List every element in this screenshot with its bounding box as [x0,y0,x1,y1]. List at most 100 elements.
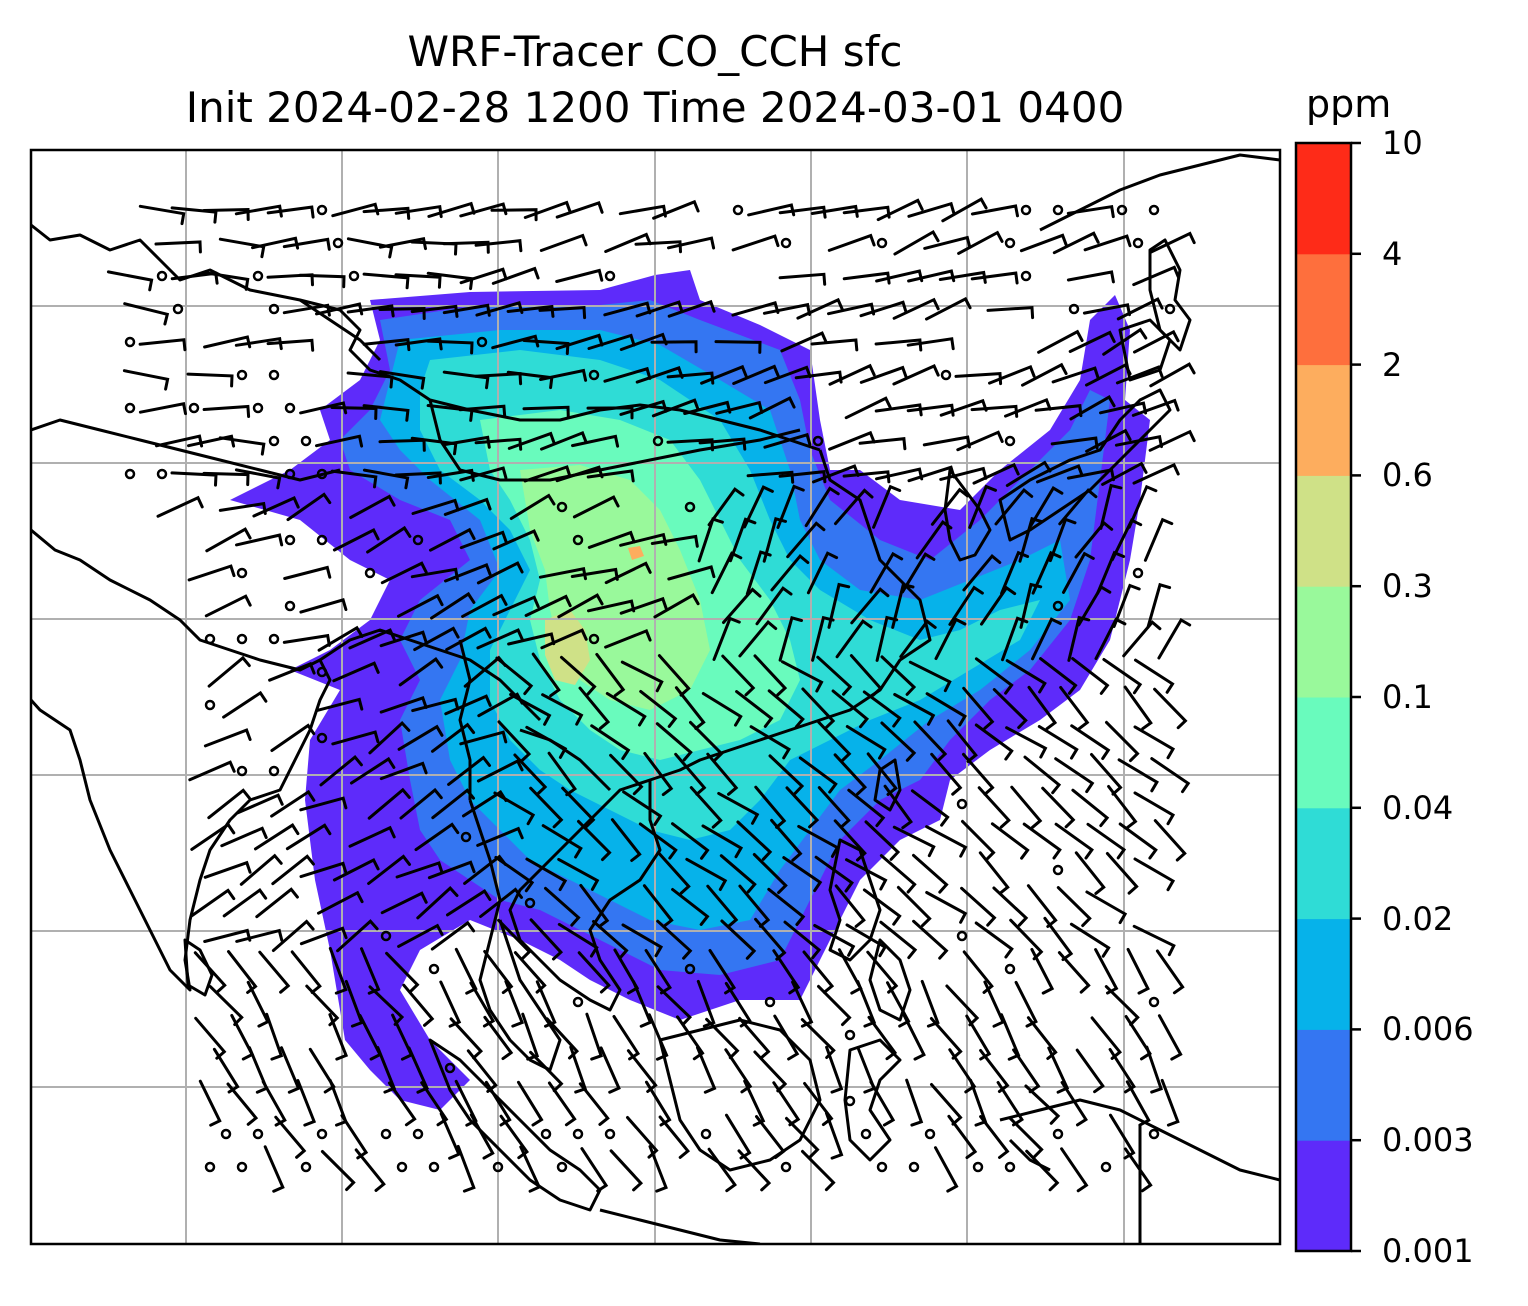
wind-barb [328,1013,349,1061]
wind-barb [925,692,967,727]
wind-barb [850,587,890,625]
wind-barb [1124,1015,1152,1061]
colorbar-segment [1296,1140,1351,1252]
wind-barb [495,656,534,696]
wind-barb [1062,551,1095,594]
wind-barb [1066,468,1115,482]
wind-barb [879,920,918,960]
wind-barb [970,271,1019,285]
wind-barb [714,340,762,354]
wind-barb [1023,755,1062,795]
wind-barb [783,920,822,960]
calm-wind-marker [300,1161,312,1173]
wind-barb [778,272,827,286]
wind-barb [394,273,442,289]
wind-barb [930,752,963,796]
wind-barb [961,819,996,862]
wind-barb [271,919,315,952]
wind-barb [939,466,988,481]
wind-barb [977,786,1011,829]
wind-barb [154,240,202,254]
calm-wind-marker [204,1161,216,1173]
wind-barb [817,720,852,763]
calm-wind-marker [300,435,312,447]
wind-barb [484,1080,512,1127]
wind-barb [246,980,270,1028]
wind-barb [762,516,787,563]
wind-barb [707,487,745,527]
wind-barb [948,585,984,626]
wind-barb [290,950,322,994]
wind-barb [203,860,252,879]
wind-barb [1127,484,1158,529]
wind-barb [1153,819,1187,862]
wind-barb [965,1014,992,1061]
wind-barb [970,204,1019,218]
wind-barb [308,1047,336,1094]
wind-barb [844,396,892,420]
wind-barb [700,364,748,385]
wind-barb [258,950,291,994]
wind-barb [755,586,793,626]
wind-barb [346,304,395,318]
calm-wind-marker [316,732,328,744]
calm-wind-marker [268,765,280,777]
wind-barb [476,758,524,783]
wind-barb [263,1145,285,1193]
wind-barb [156,495,204,518]
wind-barb [645,1080,672,1127]
colorbar-segment [1296,1029,1351,1141]
wind-barb [1066,204,1115,219]
wind-barb [529,1050,564,1093]
wind-barb [476,826,524,847]
wind-barb [619,596,668,615]
wind-barb [786,521,826,559]
wind-barb [1115,365,1164,385]
wind-barb [1060,1147,1089,1193]
wind-barb [1132,462,1180,485]
wind-barb [378,306,426,320]
wind-barb [719,854,757,894]
wind-barb [869,551,904,594]
wind-barb [235,928,284,943]
wind-barb [1148,231,1196,254]
wind-barb [479,887,523,918]
wind-barb [285,823,332,851]
wind-barb [461,593,508,618]
wind-barb [696,979,716,1028]
wind-barb [706,752,739,796]
wind-barb [864,820,901,861]
wind-barb [234,468,282,490]
wind-barb [459,730,508,746]
wind-barb [226,1082,259,1126]
wind-barb [831,689,870,729]
wind-barb [974,921,1014,959]
wind-barb [753,1050,788,1093]
wind-barb [867,1015,898,1061]
wind-barb [892,297,940,320]
wind-barb [522,339,570,355]
calm-wind-marker [588,633,600,645]
wind-barb [348,825,396,848]
wind-barb [557,593,604,619]
wind-barb [634,240,682,254]
wind-barb [1036,464,1084,484]
wind-barb [138,402,187,416]
wind-barb [1107,785,1138,830]
wind-barb [402,983,435,1027]
wind-barb [1132,924,1176,957]
wind-barb [905,1078,924,1127]
calm-wind-marker [1052,1128,1064,1140]
wind-barb [541,693,584,726]
wind-barb [974,657,1014,695]
wind-barb [945,984,980,1027]
wind-barb [1157,1014,1183,1061]
calm-wind-marker [316,1128,328,1140]
wind-barb [360,947,381,995]
wind-barb [1110,518,1143,562]
wind-barb [710,551,743,595]
wind-barb [962,950,994,994]
wind-barb [1041,786,1076,829]
calm-wind-marker [156,270,168,282]
wind-barb [930,1083,963,1126]
